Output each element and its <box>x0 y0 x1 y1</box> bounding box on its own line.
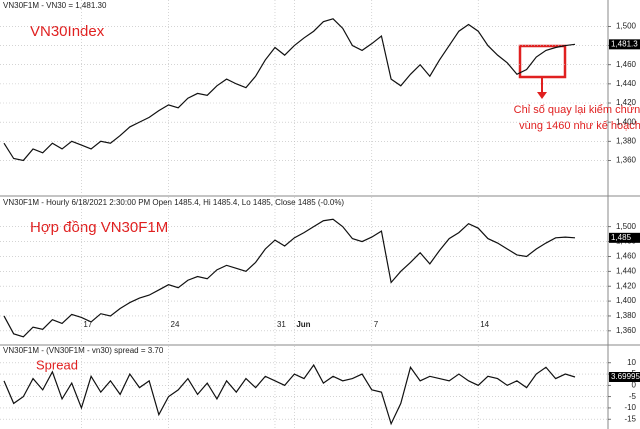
y-tick-label: 1,400 <box>616 296 637 305</box>
y-tick-label: -10 <box>624 403 636 412</box>
panel-header: VN30F1M - VN30 = 1,481.30 <box>3 1 107 10</box>
panel-label: Hợp đồng VN30F1M <box>30 219 168 236</box>
x-tick-label: 31 <box>277 320 286 329</box>
panel-header: VN30F1M - (VN30F1M - vn30) spread = 3.70 <box>3 346 164 355</box>
y-tick-label: 1,380 <box>616 311 637 320</box>
y-tick-label: 1,460 <box>616 60 637 69</box>
panel-label: Spread <box>36 357 78 372</box>
y-tick-label: -15 <box>624 414 636 423</box>
y-tick-label: 1,400 <box>616 117 637 126</box>
y-tick-label: -5 <box>629 392 637 401</box>
last-value-label: 3.69995 <box>611 372 640 381</box>
panel-header: VN30F1M - Hourly 6/18/2021 2:30:00 PM Op… <box>3 198 344 207</box>
last-value-tag <box>609 232 640 243</box>
y-tick-label: 1,420 <box>616 281 637 290</box>
highlight-box <box>518 44 567 79</box>
last-value-label: 1,481.3 <box>611 39 638 48</box>
y-tick-label: 1,380 <box>616 136 637 145</box>
x-tick-label: 24 <box>171 320 180 329</box>
x-tick-label: 14 <box>480 320 489 329</box>
last-value-tag <box>609 372 640 383</box>
data-line <box>3 218 576 338</box>
y-tick-label: 10 <box>627 358 636 367</box>
x-tick-label: 7 <box>374 320 379 329</box>
annotation: Chỉ số quay lại kiểm chứng <box>514 104 640 116</box>
y-tick-label: 1,500 <box>616 222 637 231</box>
x-tick-label: 17 <box>83 320 92 329</box>
y-tick-label: 0 <box>632 380 637 389</box>
data-line <box>3 363 576 426</box>
y-tick-label: 1,420 <box>616 98 637 107</box>
last-value-label: 1,485 <box>611 233 632 242</box>
y-tick-label: 1,360 <box>616 156 637 165</box>
y-tick-label: 1,460 <box>616 252 637 261</box>
arrow-head <box>537 92 547 99</box>
annotation: vùng 1460 như kế hoạch <box>519 120 640 132</box>
x-tick-label: Jun <box>296 320 310 329</box>
y-tick-label: 1,500 <box>616 22 637 31</box>
y-tick-label: 1,440 <box>616 79 637 88</box>
y-tick-label: 1,440 <box>616 266 637 275</box>
data-line <box>3 18 576 162</box>
panel-label: VN30Index <box>30 23 105 40</box>
last-value-tag <box>609 39 640 50</box>
y-tick-label: 1,360 <box>616 326 637 335</box>
